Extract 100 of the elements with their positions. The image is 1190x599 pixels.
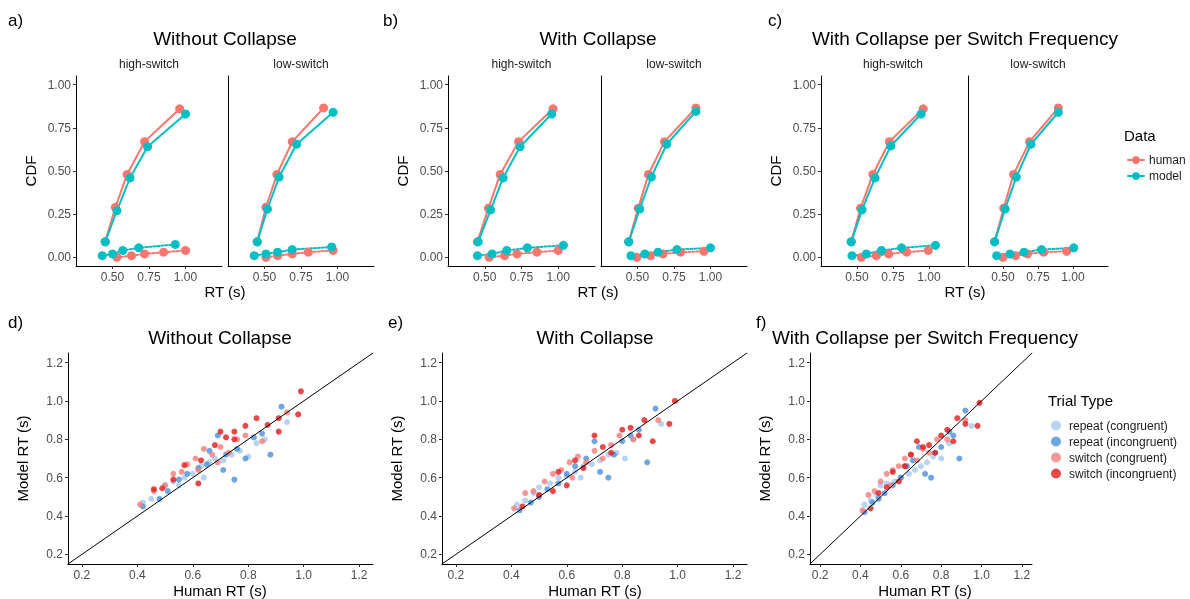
text: e) xyxy=(388,312,404,332)
y-tick-label: 0.00 xyxy=(47,250,72,265)
text: b) xyxy=(383,10,399,30)
text: c) xyxy=(768,10,783,30)
x-tick-label: 0.8 xyxy=(613,568,631,582)
chart-subtitle: low-switch xyxy=(646,57,702,71)
x-tick-label: 0.50 xyxy=(252,270,277,284)
y-axis-title: Model RT (s) xyxy=(756,415,773,502)
x-tick-label: 1.00 xyxy=(325,270,350,284)
legend-title: Data xyxy=(1124,126,1157,144)
y-tick-label: 0.75 xyxy=(419,120,444,135)
chart-title: With Collapse per Switch Frequency xyxy=(771,326,1079,348)
chart-title: Without Collapse xyxy=(153,27,297,49)
y-tick-label: 0.25 xyxy=(792,207,817,222)
legend-label: repeat (incongruent) xyxy=(1069,434,1178,449)
x-tick-label: 1.00 xyxy=(698,270,723,284)
x-tick-label: 1.00 xyxy=(1061,270,1085,284)
x-tick-label: 1.0 xyxy=(973,568,991,582)
chart-title: With Collapse xyxy=(539,27,657,49)
x-tick-label: 0.2 xyxy=(73,568,91,582)
x-tick-label: 0.75 xyxy=(509,270,534,284)
x-tick-label: 1.2 xyxy=(350,568,368,582)
x-tick-label: 0.2 xyxy=(447,568,465,582)
y-tick-label: 1.0 xyxy=(788,393,806,408)
x-tick-label: 0.50 xyxy=(991,270,1015,284)
x-tick-label: 1.00 xyxy=(917,270,941,284)
chart-title: With Collapse per Switch Frequency xyxy=(811,27,1119,49)
x-axis-title: Human RT (s) xyxy=(173,581,267,599)
text: d) xyxy=(8,312,24,332)
y-tick-label: 0.2 xyxy=(788,547,806,562)
y-tick-label: 1.2 xyxy=(788,355,806,370)
y-tick-label: 0.50 xyxy=(47,164,72,178)
y-tick-label: 1.00 xyxy=(792,77,817,92)
y-axis-title: Model RT (s) xyxy=(14,415,31,502)
legend-label: switch (congruent) xyxy=(1069,450,1168,465)
y-tick-label: 0.2 xyxy=(420,547,438,562)
y-tick-label: 1.0 xyxy=(420,393,438,408)
y-tick-label: 0.4 xyxy=(788,509,806,524)
x-axis-title: RT (s) xyxy=(944,282,986,300)
x-axis-title: RT (s) xyxy=(204,282,246,300)
y-tick-label: 0.2 xyxy=(46,547,64,562)
chart-subtitle: high-switch xyxy=(118,57,180,71)
y-tick-label: 0.6 xyxy=(788,470,806,485)
legend-label: repeat (congruent) xyxy=(1069,418,1168,433)
y-tick-label: 0.50 xyxy=(419,164,444,178)
y-tick-label: 0.75 xyxy=(47,120,72,135)
x-tick-label: 0.4 xyxy=(502,568,520,582)
x-tick-label: 0.75 xyxy=(1026,270,1050,284)
y-axis-title: CDF xyxy=(22,155,39,187)
chart-subtitle: high-switch xyxy=(862,57,924,71)
x-axis-title: RT (s) xyxy=(577,282,619,300)
chart-subtitle: high-switch xyxy=(491,57,552,71)
y-tick-label: 1.00 xyxy=(419,77,444,92)
y-tick-label: 0.8 xyxy=(46,432,64,447)
x-tick-label: 0.75 xyxy=(662,270,686,284)
x-tick-label: 0.6 xyxy=(184,568,202,582)
y-axis-title: Model RT (s) xyxy=(388,415,405,502)
y-axis-title: CDF xyxy=(394,155,411,187)
x-tick-label: 0.6 xyxy=(892,568,910,582)
y-tick-label: 0.75 xyxy=(792,120,817,135)
y-tick-label: 0.25 xyxy=(47,207,72,222)
y-tick-label: 0.6 xyxy=(46,470,64,485)
chart-subtitle: low-switch xyxy=(273,57,329,71)
y-tick-label: 1.0 xyxy=(46,393,64,408)
chart-subtitle: low-switch xyxy=(1010,57,1066,71)
x-tick-label: 0.75 xyxy=(137,270,161,284)
y-tick-label: 0.50 xyxy=(792,164,817,178)
x-tick-label: 0.8 xyxy=(239,568,257,582)
x-tick-label: 1.2 xyxy=(724,568,742,582)
x-tick-label: 0.8 xyxy=(932,568,950,582)
chart-title: With Collapse xyxy=(536,326,654,348)
y-axis-title: CDF xyxy=(767,155,784,187)
x-tick-label: 0.75 xyxy=(289,270,313,284)
text: a) xyxy=(8,10,24,30)
x-tick-label: 0.50 xyxy=(100,270,125,284)
y-tick-label: 0.8 xyxy=(420,432,438,447)
y-tick-label: 0.00 xyxy=(792,250,817,265)
y-tick-label: 0.4 xyxy=(420,509,438,524)
legend-title: Trial Type xyxy=(1048,392,1114,409)
x-axis-title: Human RT (s) xyxy=(548,581,642,599)
x-tick-label: 1.0 xyxy=(295,568,313,582)
y-tick-label: 0.00 xyxy=(419,250,444,265)
x-tick-label: 1.00 xyxy=(546,270,571,284)
y-tick-label: 0.25 xyxy=(419,207,444,222)
y-tick-label: 1.2 xyxy=(420,355,438,370)
legend-label: model xyxy=(1149,169,1182,183)
legend-label: human xyxy=(1149,153,1186,167)
y-tick-label: 0.8 xyxy=(788,432,806,447)
x-tick-label: 1.0 xyxy=(669,568,687,582)
x-tick-label: 0.4 xyxy=(128,568,146,582)
x-tick-label: 0.75 xyxy=(881,270,905,284)
y-tick-label: 0.4 xyxy=(46,509,64,524)
x-tick-label: 0.50 xyxy=(845,270,869,284)
x-tick-label: 0.4 xyxy=(852,568,870,582)
x-tick-label: 0.2 xyxy=(811,568,829,582)
x-tick-label: 1.2 xyxy=(1013,568,1031,582)
y-tick-label: 1.2 xyxy=(46,355,64,370)
text: f) xyxy=(756,312,767,332)
y-tick-label: 0.6 xyxy=(420,470,438,485)
x-tick-label: 0.6 xyxy=(558,568,576,582)
